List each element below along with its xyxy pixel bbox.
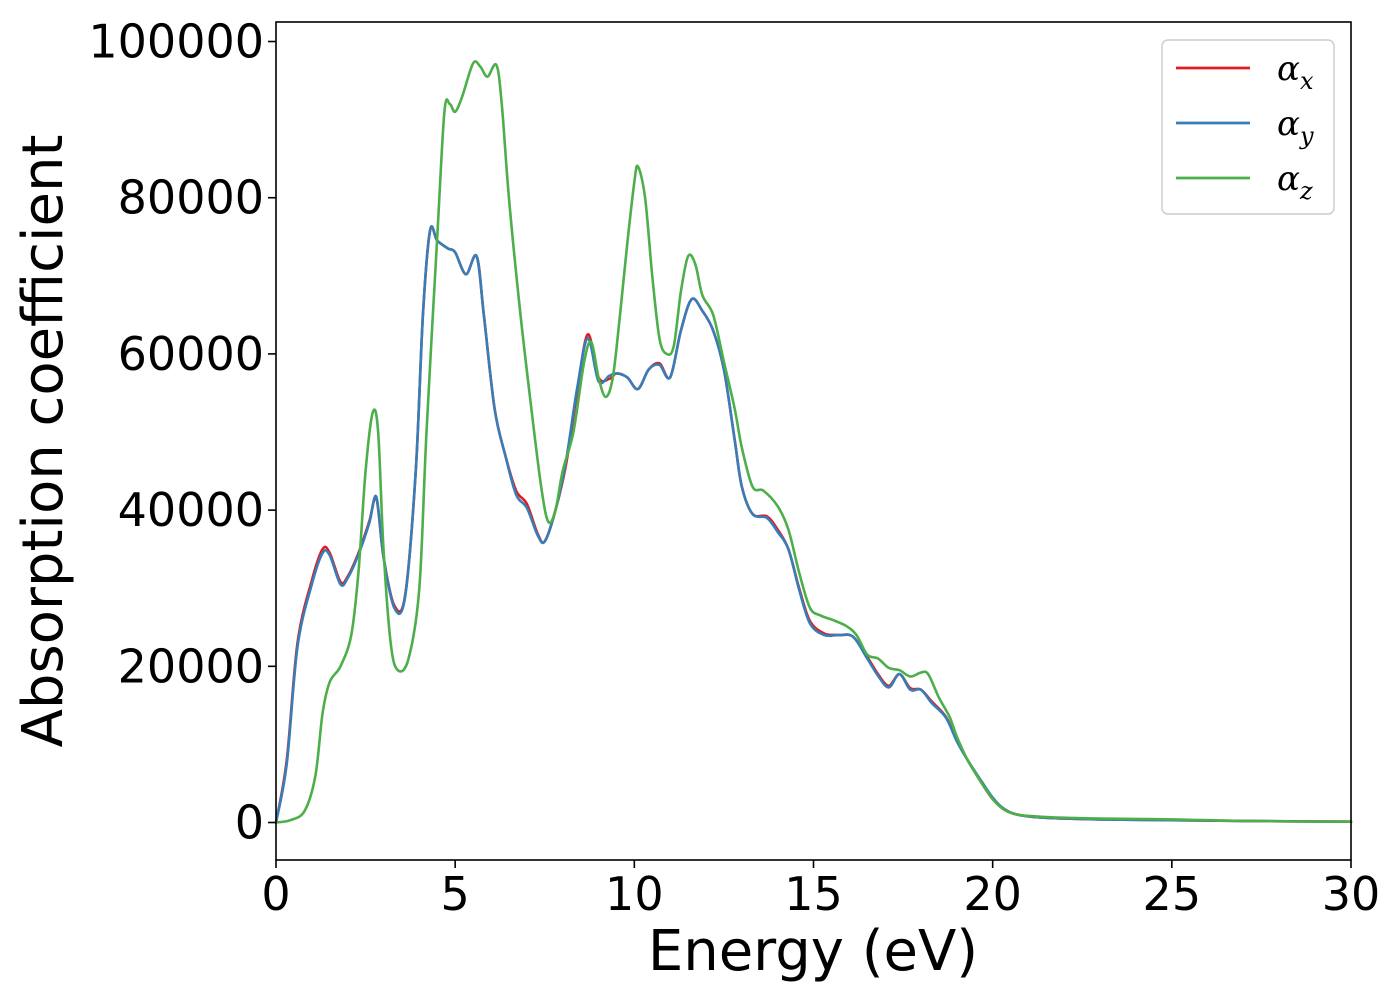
x-axis-label: Energy (eV) <box>648 919 978 984</box>
series-layer <box>274 60 1353 824</box>
x-tick-label: 20 <box>963 867 1022 921</box>
y-tick-label: 100000 <box>88 15 264 69</box>
legend-label-y: αy <box>1277 104 1314 150</box>
y-tick-label: 40000 <box>118 483 264 537</box>
x-tick-label: 25 <box>1143 867 1202 921</box>
y-tick-label: 80000 <box>118 171 264 225</box>
legend-label-z: αz <box>1277 159 1313 205</box>
series-line-y <box>274 225 1353 824</box>
x-ticks: 0 5 10 15 20 25 30 <box>261 860 1380 921</box>
y-tick-label: 0 <box>235 796 264 850</box>
y-ticks: 0 20000 40000 60000 80000 100000 <box>88 15 276 850</box>
legend: αx αy αz <box>1161 39 1335 215</box>
y-axis-label: Absorption coefficient <box>11 135 76 748</box>
y-tick-label: 60000 <box>118 327 264 381</box>
x-tick-label: 15 <box>784 867 843 921</box>
legend-frame <box>1161 39 1335 215</box>
y-tick-label: 20000 <box>118 639 264 693</box>
series-line-z <box>274 60 1353 824</box>
legend-label-x: αx <box>1277 49 1314 95</box>
x-tick-label: 10 <box>605 867 664 921</box>
x-tick-label: 30 <box>1322 867 1381 921</box>
x-tick-label: 0 <box>261 867 290 921</box>
x-tick-label: 5 <box>441 867 470 921</box>
